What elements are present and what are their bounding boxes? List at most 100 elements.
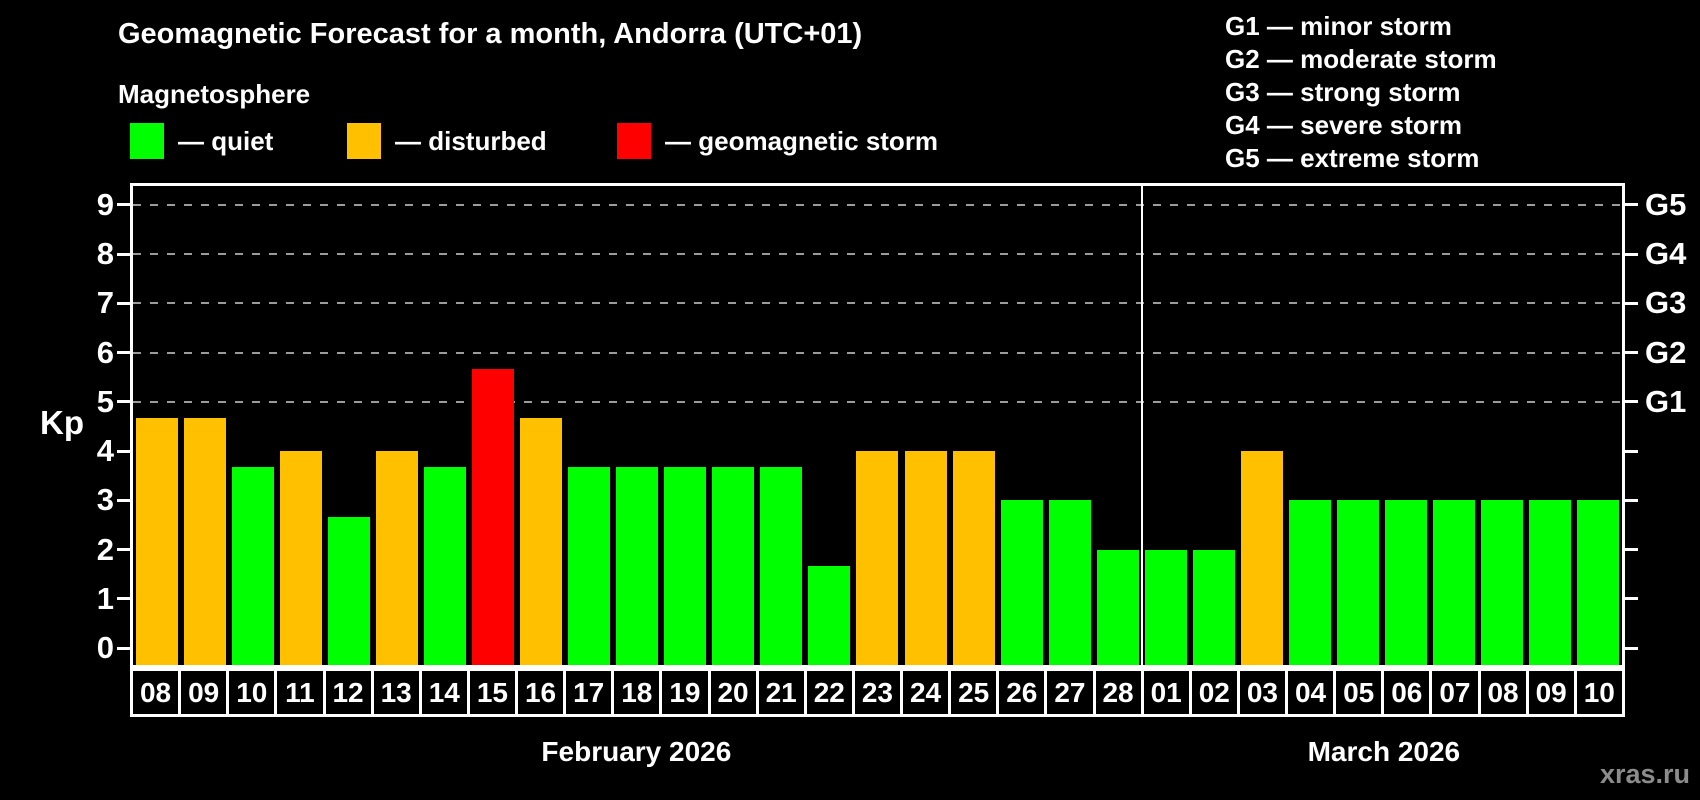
kp-bar-feb-21: [760, 467, 803, 665]
bar-slot-24: [902, 186, 950, 665]
y-tick-label-8: 8: [96, 236, 114, 271]
gridline-kp-9: [133, 203, 1622, 206]
y-tick-mark-right-7: [1625, 301, 1638, 305]
magnetosphere-label: Magnetosphere: [118, 79, 311, 109]
quiet-color-swatch: [130, 123, 164, 159]
day-label-26: 26: [996, 668, 1048, 717]
bar-slot-10: [229, 186, 277, 665]
kp-bar-feb-23: [856, 451, 899, 665]
kp-bar-feb-26: [1000, 500, 1043, 665]
bar-slot-09: [1526, 186, 1574, 665]
day-label-19: 19: [659, 668, 711, 717]
y-tick-label-3: 3: [96, 482, 114, 518]
day-label-16: 16: [515, 668, 567, 717]
kp-bar-feb-28: [1096, 549, 1139, 665]
bar-slot-07: [1430, 186, 1478, 665]
bar-slot-19: [661, 186, 709, 665]
disturbed-color-swatch: [347, 123, 381, 159]
day-label-06: 06: [1381, 668, 1433, 717]
day-label-04: 04: [1285, 668, 1337, 717]
kp-bar-feb-08: [136, 418, 179, 665]
y-tick-mark-right-0: [1625, 646, 1638, 650]
bar-slot-15: [469, 186, 517, 665]
y-tick-label-1: 1: [96, 580, 114, 616]
bar-slot-04: [1286, 186, 1334, 665]
y-axis-title: Kp: [40, 404, 84, 441]
day-label-21: 21: [755, 668, 807, 717]
kp-bar-mar-04: [1288, 500, 1331, 665]
kp-bar-mar-09: [1528, 500, 1571, 665]
bar-slot-01: [1142, 186, 1190, 665]
bar-slot-21: [757, 186, 805, 665]
kp-bar-feb-17: [568, 467, 611, 665]
kp-bar-mar-03: [1240, 451, 1283, 665]
kp-bar-feb-25: [952, 451, 995, 665]
day-axis-row: 08 09 10 11 12 13 14 15 16 17 18 19 20 21 22 23 24 25 26 27…: [130, 668, 1625, 717]
bar-slot-08: [133, 186, 181, 665]
y-tick-label-5: 5: [96, 383, 114, 419]
day-label-08: 08: [130, 668, 182, 717]
chart-title: Geomagnetic Forecast for a month, Andorr…: [118, 18, 863, 50]
right-axis-label-g2: G2: [1645, 334, 1687, 370]
day-label-25: 25: [948, 668, 1000, 717]
y-tick-mark-left-8: [117, 252, 130, 256]
kp-bar-feb-27: [1048, 500, 1091, 665]
y-tick-mark-left-3: [117, 498, 130, 502]
bar-slot-13: [373, 186, 421, 665]
day-label-09: 09: [1525, 668, 1577, 717]
bar-slot-06: [1382, 186, 1430, 665]
bar-slot-17: [565, 186, 613, 665]
kp-bar-mar-08: [1480, 500, 1523, 665]
day-label-07: 07: [1429, 668, 1481, 717]
y-tick-mark-left-1: [117, 597, 130, 601]
bar-slot-14: [421, 186, 469, 665]
bar-slot-20: [709, 186, 757, 665]
kp-bar-mar-07: [1432, 500, 1475, 665]
day-label-22: 22: [803, 668, 855, 717]
y-tick-mark-left-4: [117, 449, 130, 453]
y-tick-mark-left-9: [117, 203, 130, 207]
y-tick-mark-right-8: [1625, 252, 1638, 256]
day-label-28: 28: [1092, 668, 1144, 717]
bar-slot-18: [613, 186, 661, 665]
kp-bar-mar-10: [1576, 500, 1619, 665]
bar-slot-25: [950, 186, 998, 665]
gridline-kp-7: [133, 302, 1622, 305]
watermark: xras.ru: [1599, 759, 1690, 789]
kp-bar-mar-01: [1144, 549, 1187, 665]
y-tick-mark-right-9: [1625, 203, 1638, 207]
bar-slot-09: [181, 186, 229, 665]
g-scale-legend: G1 — minor storm G2 — moderate storm G3 …: [1225, 10, 1497, 175]
kp-bar-feb-12: [328, 516, 371, 665]
bar-slot-16: [517, 186, 565, 665]
day-label-02: 02: [1188, 668, 1240, 717]
g3-legend-line: G3 — strong storm: [1225, 77, 1461, 107]
day-label-27: 27: [1044, 668, 1096, 717]
kp-bar-feb-14: [424, 467, 467, 665]
y-tick-mark-right-3: [1625, 498, 1638, 502]
g1-legend-line: G1 — minor storm: [1225, 11, 1452, 41]
kp-bar-feb-20: [712, 467, 755, 665]
y-tick-mark-right-1: [1625, 597, 1638, 601]
legend-item-quiet: — quiet: [130, 123, 273, 159]
y-tick-mark-left-7: [117, 301, 130, 305]
day-label-20: 20: [707, 668, 759, 717]
bar-slot-28: [1094, 186, 1142, 665]
legend-storm-label: — geomagnetic storm: [665, 125, 939, 156]
y-tick-mark-left-5: [117, 400, 130, 404]
legend-item-disturbed: — disturbed: [347, 123, 547, 159]
y-tick-label-2: 2: [96, 531, 114, 567]
kp-bar-feb-18: [616, 467, 659, 665]
right-axis-label-g1: G1: [1645, 383, 1687, 419]
kp-bar-feb-13: [376, 451, 419, 665]
bar-slot-10: [1574, 186, 1622, 665]
day-label-08: 08: [1477, 668, 1529, 717]
day-label-10: 10: [1573, 668, 1625, 717]
y-tick-mark-right-4: [1625, 449, 1638, 453]
plot-area: [133, 186, 1622, 665]
kp-bar-feb-09: [184, 418, 227, 665]
legend-disturbed-label: — disturbed: [395, 125, 547, 156]
kp-bar-mar-06: [1384, 500, 1427, 665]
day-label-09: 09: [178, 668, 230, 717]
